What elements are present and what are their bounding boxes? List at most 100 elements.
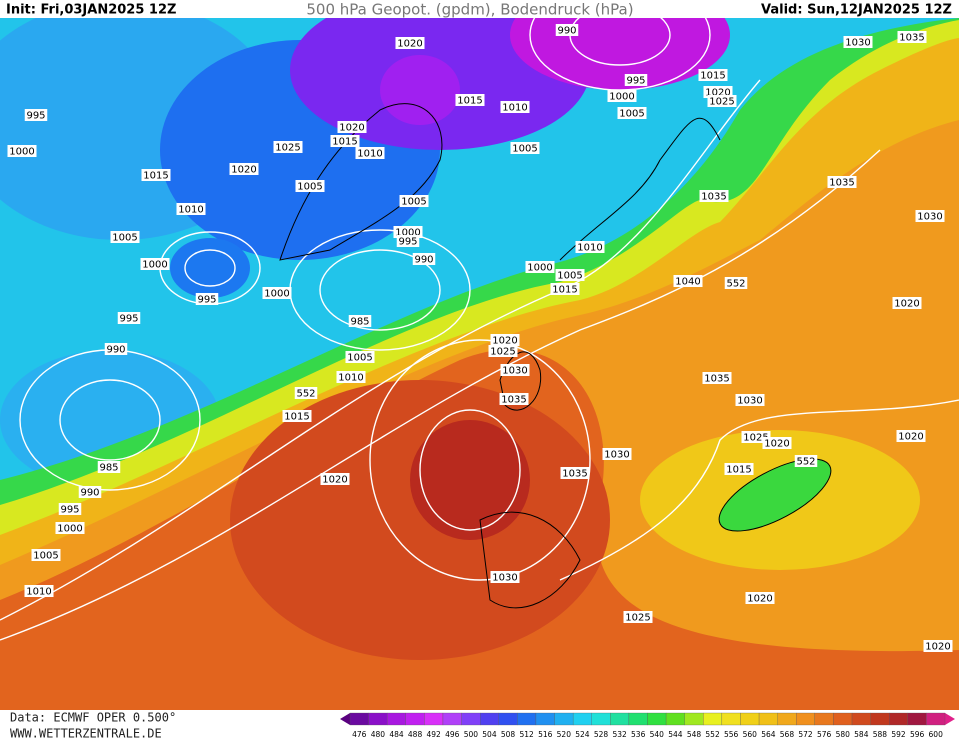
label-box	[78, 486, 102, 498]
label-box	[724, 463, 754, 475]
scale-label: 532	[612, 730, 627, 739]
scale-label: 588	[873, 730, 888, 739]
isobar-label: 1015	[284, 412, 309, 423]
isobar-label: 1020	[705, 88, 730, 99]
scale-cell	[907, 712, 927, 726]
isobar-label: 1000	[395, 228, 420, 239]
isobar-label: 1020	[898, 432, 923, 443]
scale-cell	[889, 712, 908, 726]
label-box	[24, 109, 48, 121]
data-source: Data: ECMWF OPER 0.500°	[10, 711, 176, 725]
isobar-label: 1020	[764, 439, 789, 450]
isobar-label: 1010	[26, 587, 51, 598]
label-box	[745, 592, 775, 604]
label-box	[345, 351, 375, 363]
label-box	[399, 195, 429, 207]
scale-label: 524	[575, 730, 590, 739]
isobar-label: 985	[350, 317, 369, 328]
scale-cell	[758, 712, 778, 726]
label-box	[525, 261, 555, 273]
label-box	[624, 74, 648, 86]
scale-label: 556	[724, 730, 739, 739]
isobar-label: 1005	[33, 551, 58, 562]
label-box	[607, 90, 637, 102]
isobar-label: 1000	[9, 147, 34, 158]
isobar-label: 995	[197, 295, 216, 306]
scale-label: 520	[557, 730, 572, 739]
label-box	[110, 231, 140, 243]
isobar-label: 1015	[332, 137, 357, 148]
label-box	[560, 467, 590, 479]
isobar-label: 1030	[917, 212, 942, 223]
label-box	[699, 190, 729, 202]
valid-time: Valid: Sun,12JAN2025 12Z	[761, 3, 952, 18]
isobar-label: 990	[106, 345, 125, 356]
scale-cell	[535, 712, 555, 726]
label-box	[330, 135, 360, 147]
scale-cell	[610, 712, 630, 726]
scale-cell	[851, 712, 871, 726]
label-box	[395, 37, 425, 49]
scale-label: 528	[594, 730, 609, 739]
label-box	[140, 258, 170, 270]
isobar-label: 1020	[925, 642, 950, 653]
isobar-label: 1015	[700, 71, 725, 82]
label-box	[575, 241, 605, 253]
scale-cell	[926, 712, 946, 726]
isobar-label: 1035	[899, 33, 924, 44]
label-box	[104, 343, 128, 355]
label-box	[7, 145, 37, 157]
isobar-label: 1005	[512, 144, 537, 155]
scale-cell	[517, 712, 537, 726]
isobar-label: 1035	[562, 469, 587, 480]
label-box	[843, 36, 873, 48]
isobar-label: 1030	[845, 38, 870, 49]
scale-label: 536	[631, 730, 646, 739]
isobar-label: 1030	[492, 573, 517, 584]
label-box	[500, 101, 530, 113]
isobar-label: 1015	[726, 465, 751, 476]
scale-label: 572	[798, 730, 813, 739]
label-box	[396, 235, 420, 247]
isobar-label: 1020	[339, 123, 364, 134]
label-box	[897, 31, 927, 43]
scale-cell	[684, 712, 704, 726]
label-box	[698, 69, 728, 81]
isobar-label: 1000	[609, 92, 634, 103]
isobar-label: 1025	[275, 143, 300, 154]
isobar-label: 552	[726, 279, 745, 290]
isobar-label: 995	[60, 505, 79, 516]
isobar-label: 1000	[142, 260, 167, 271]
isobar-label: 990	[80, 488, 99, 499]
isobar-label: 1025	[490, 347, 515, 358]
scale-cell	[349, 712, 369, 726]
scale-label: 488	[408, 730, 423, 739]
isobar-label: 1010	[357, 149, 382, 160]
isobar-label: 995	[26, 111, 45, 122]
label-box	[735, 394, 765, 406]
scale-cell	[387, 712, 406, 726]
isobar-label: 1020	[747, 594, 772, 605]
scale-cell	[591, 712, 611, 726]
isobar-label: 1025	[709, 97, 734, 108]
scale-cell	[461, 712, 481, 726]
isobar-label: 1020	[397, 39, 422, 50]
isobar-label: 1030	[502, 366, 527, 377]
isobar-label: 1010	[502, 103, 527, 114]
isobar-label: 1005	[347, 353, 372, 364]
label-box	[762, 437, 792, 449]
field	[410, 420, 530, 540]
label-box	[510, 142, 540, 154]
label-box	[617, 107, 647, 119]
label-box	[794, 455, 818, 467]
label-box	[320, 473, 350, 485]
label-box	[707, 95, 737, 107]
isobar-label: 1035	[704, 374, 729, 385]
label-box	[195, 293, 219, 305]
label-box	[117, 312, 141, 324]
isobar-label: 552	[796, 457, 815, 468]
isobar-label: 1020	[231, 165, 256, 176]
label-box	[141, 169, 171, 181]
